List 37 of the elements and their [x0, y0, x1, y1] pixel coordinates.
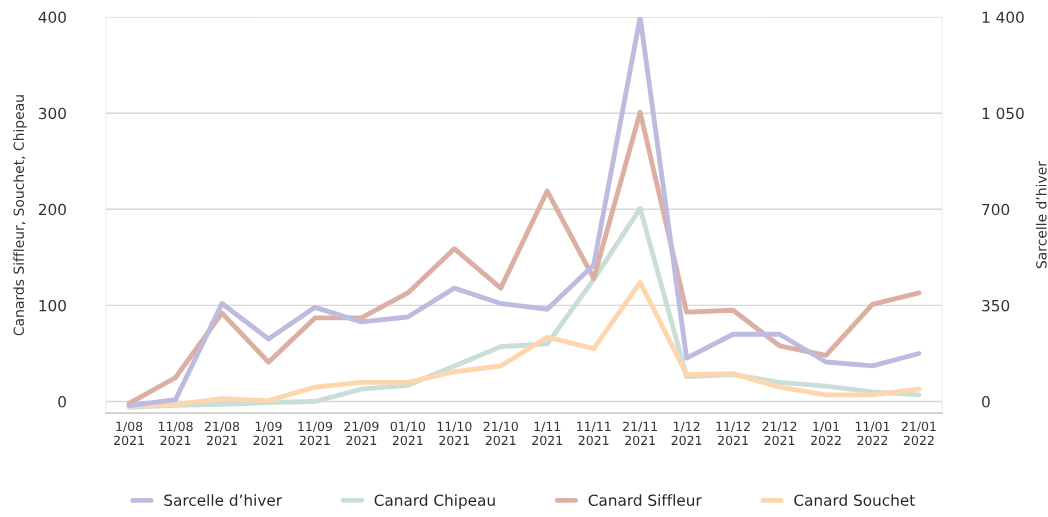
- line-series: [126, 279, 922, 409]
- x-tick-label: 11/08 2021: [158, 421, 193, 446]
- x-tick-label: 1/12 2021: [671, 421, 702, 446]
- x-tick-label: 1/08 2021: [114, 421, 144, 446]
- x-tick-label: 21/09 2021: [344, 421, 379, 446]
- x-tick-label: 11/10 2021: [437, 421, 472, 446]
- y2-tick-label: 1 400: [982, 11, 1024, 24]
- y-tick-label: 0: [58, 396, 66, 408]
- x-tick-label: 11/09 2021: [298, 421, 333, 446]
- x-tick-label: 21/11 2021: [623, 421, 658, 446]
- x-tick-label: 1/09 2021: [253, 421, 284, 446]
- legend-label: Canard Siffleur: [588, 494, 702, 506]
- y-tick-label: 100: [39, 299, 66, 312]
- x-tick-label: 01/10 2021: [390, 421, 426, 446]
- line-series: [126, 109, 922, 406]
- y2-tick-label: 700: [982, 203, 1010, 216]
- x-tick-label: 11/12 2021: [716, 421, 750, 446]
- x-tick-label: 21/10 2021: [483, 421, 518, 446]
- x-tick-label: 11/11 2021: [577, 421, 611, 446]
- x-tick-label: 1/11 2021: [532, 421, 562, 446]
- y2-axis-title: Sarcelle d’hiver: [1035, 161, 1047, 269]
- y-tick-label: 400: [38, 11, 66, 24]
- x-tick-label: 21/12 2021: [762, 421, 797, 446]
- legend-label: Sarcelle d’hiver: [164, 494, 283, 506]
- x-tick-label: 21/01 2022: [901, 421, 936, 446]
- line-series: [126, 17, 922, 409]
- legend-label: Canard Souchet: [794, 494, 915, 506]
- legend-label: Canard Chipeau: [374, 494, 495, 509]
- x-tick-label: 21/08 2021: [204, 421, 240, 446]
- y2-tick-label: 350: [982, 299, 1010, 312]
- y2-tick-label: 1 050: [982, 107, 1024, 120]
- y-tick-label: 200: [38, 203, 66, 216]
- y2-tick-label: 0: [982, 396, 990, 408]
- x-tick-label: 1/01 2022: [811, 421, 841, 446]
- x-tick-label: 11/01 2022: [855, 421, 890, 446]
- y-tick-label: 300: [38, 107, 66, 120]
- y-axis-title: Canards Siffleur, Souchet, Chipeau: [13, 95, 27, 336]
